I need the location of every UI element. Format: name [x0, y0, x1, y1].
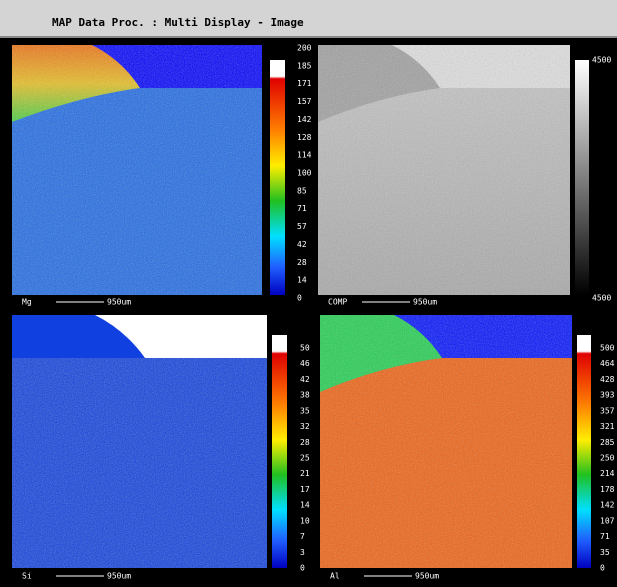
- element-label: COMP: [328, 298, 347, 307]
- color-bar: [272, 335, 287, 568]
- level-label: 35: [300, 406, 310, 415]
- level-label: 3: [300, 548, 305, 557]
- color-bar: [577, 335, 591, 568]
- level-label: 157: [297, 97, 312, 106]
- level-label: 285: [600, 438, 615, 447]
- level-label: 0: [600, 564, 605, 573]
- level-label: 321: [600, 422, 615, 431]
- level-label: 7: [300, 532, 305, 541]
- level-label: 21: [300, 469, 310, 478]
- map-display: Mg950um200185171157142128114100857157422…: [0, 0, 617, 587]
- level-label: 0: [300, 564, 305, 573]
- level-label: 42: [297, 240, 307, 249]
- level-label: 28: [300, 438, 310, 447]
- level-label: 32: [300, 422, 310, 431]
- level-label: 71: [297, 204, 307, 213]
- level-label: 0: [297, 294, 302, 303]
- map-image: [12, 45, 262, 295]
- color-bar: [575, 60, 589, 295]
- level-label: 17: [300, 485, 310, 494]
- level-label: 357: [600, 406, 615, 415]
- level-label: 46: [300, 359, 310, 368]
- level-label: 107: [600, 516, 615, 525]
- level-label: 142: [600, 501, 615, 510]
- color-bar: [270, 60, 285, 295]
- level-label: 142: [297, 115, 312, 124]
- map-image: [320, 315, 572, 568]
- level-label: 250: [600, 454, 615, 463]
- level-label: 38: [300, 391, 310, 400]
- element-label: Si: [22, 572, 32, 581]
- scale-label: 950um: [107, 298, 131, 307]
- scale-label: 950um: [413, 298, 437, 307]
- level-label: 4500: [592, 294, 611, 303]
- level-label: 178: [600, 485, 615, 494]
- level-label: 42: [300, 375, 310, 384]
- level-label: 57: [297, 222, 307, 231]
- level-label: 71: [600, 532, 610, 541]
- level-label: 85: [297, 186, 307, 195]
- level-label: 214: [600, 469, 615, 478]
- level-label: 100: [297, 169, 312, 178]
- element-label: Al: [330, 572, 340, 581]
- level-label: 428: [600, 375, 615, 384]
- level-label: 10: [300, 516, 310, 525]
- level-label: 28: [297, 258, 307, 267]
- map-image: [12, 315, 267, 568]
- scale-label: 950um: [415, 572, 439, 581]
- level-label: 128: [297, 133, 312, 142]
- level-label: 464: [600, 359, 615, 368]
- level-label: 393: [600, 391, 615, 400]
- level-label: 35: [600, 548, 610, 557]
- level-label: 14: [297, 276, 307, 285]
- level-label: 4500: [592, 56, 611, 65]
- level-label: 185: [297, 61, 312, 70]
- level-label: 500: [600, 344, 615, 353]
- level-label: 114: [297, 151, 312, 160]
- element-label: Mg: [22, 298, 32, 307]
- level-label: 200: [297, 44, 312, 53]
- level-label: 171: [297, 79, 312, 88]
- app-window: MAP Data Proc. : Multi Display - Image: [0, 0, 617, 587]
- map-image: [318, 45, 570, 295]
- level-label: 14: [300, 501, 310, 510]
- scale-label: 950um: [107, 572, 131, 581]
- level-label: 50: [300, 344, 310, 353]
- level-label: 25: [300, 454, 310, 463]
